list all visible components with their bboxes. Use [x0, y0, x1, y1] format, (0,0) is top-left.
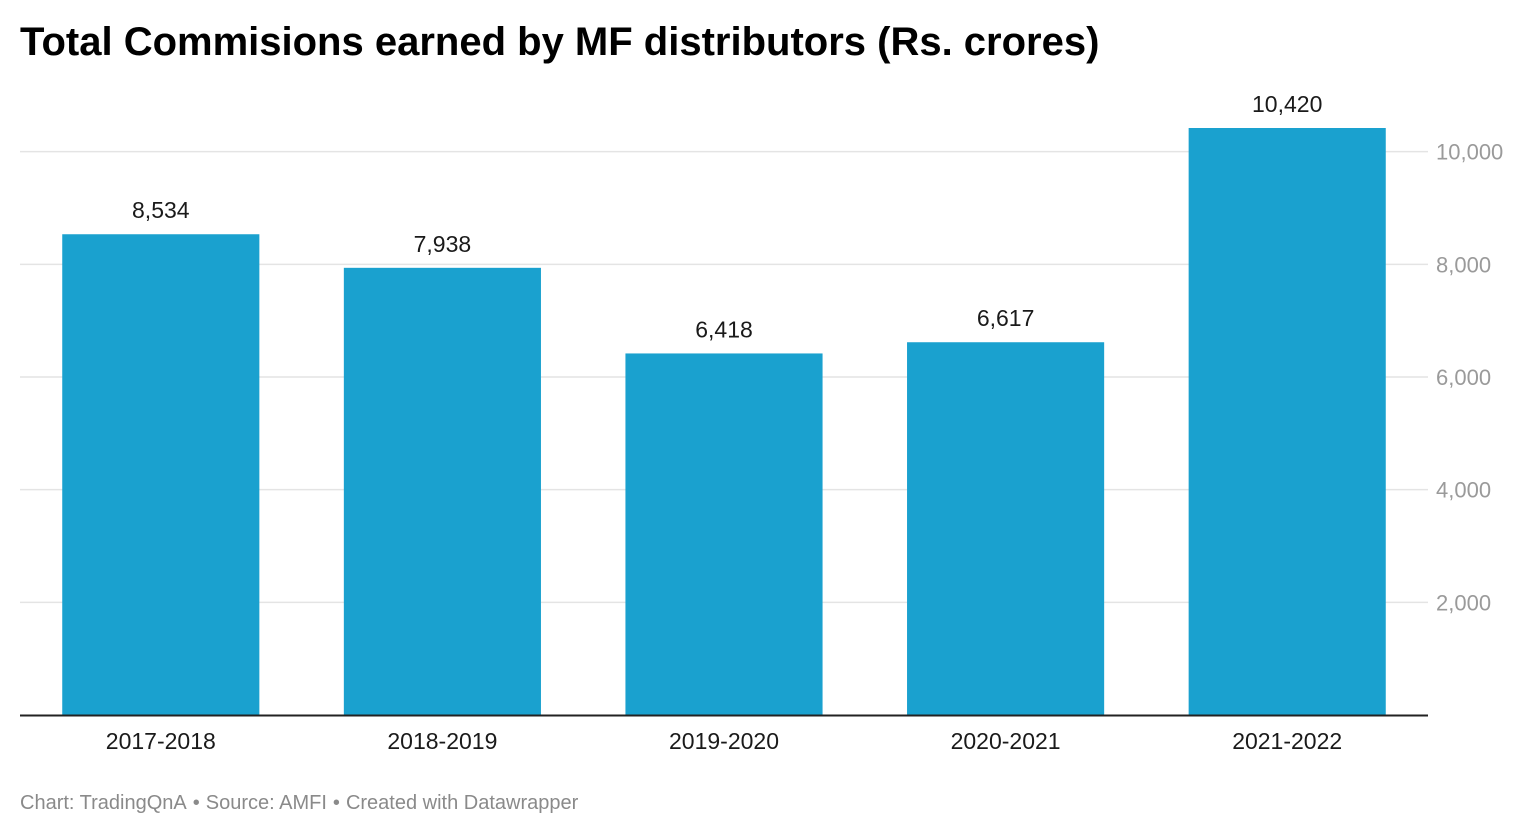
- bar: [343, 267, 541, 715]
- x-axis-tick-labels: 2017-2018 2018-2019 2019-2020 2020-2021 2021…: [106, 728, 1342, 754]
- chart-credit: Chart: TradingQnA: [20, 792, 187, 814]
- footer-separator: •: [332, 792, 340, 814]
- x-tick-label: 2020-2021: [951, 728, 1061, 754]
- x-tick-label: 2021-2022: [1232, 728, 1342, 754]
- bar: [625, 353, 823, 715]
- y-tick-label: 10,000: [1436, 140, 1503, 165]
- bars: [62, 128, 1386, 715]
- bar-value-label: 7,938: [414, 231, 472, 257]
- x-tick-label: 2017-2018: [106, 728, 216, 754]
- bar-value-label: 6,617: [977, 305, 1035, 331]
- chart-title: Total Commisions earned by MF distributo…: [20, 20, 1100, 64]
- y-tick-label: 6,000: [1436, 365, 1491, 390]
- bar-value-label: 8,534: [132, 197, 190, 223]
- chart-footer: Chart: TradingQnA • Source: AMFI • Created w…: [20, 792, 578, 815]
- x-tick-label: 2018-2019: [387, 728, 497, 754]
- bar: [907, 342, 1105, 715]
- y-tick-label: 8,000: [1436, 252, 1491, 277]
- x-tick-label: 2019-2020: [669, 728, 779, 754]
- chart-source: Source: AMFI: [205, 792, 327, 814]
- y-tick-label: 2,000: [1436, 590, 1491, 615]
- bar: [1188, 128, 1386, 715]
- y-tick-label: 4,000: [1436, 478, 1491, 503]
- y-axis-tick-labels: 2,000 4,000 6,000 8,000 10,000: [1436, 140, 1503, 616]
- bar-value-label: 10,420: [1252, 91, 1322, 117]
- datawrapper-credit-link[interactable]: Created with Datawrapper: [345, 792, 579, 814]
- bar: [62, 234, 260, 715]
- bar-value-labels: 8,534 7,938 6,418 6,617 10,420: [132, 91, 1322, 342]
- footer-separator: •: [192, 792, 200, 814]
- bar-value-label: 6,418: [695, 316, 753, 342]
